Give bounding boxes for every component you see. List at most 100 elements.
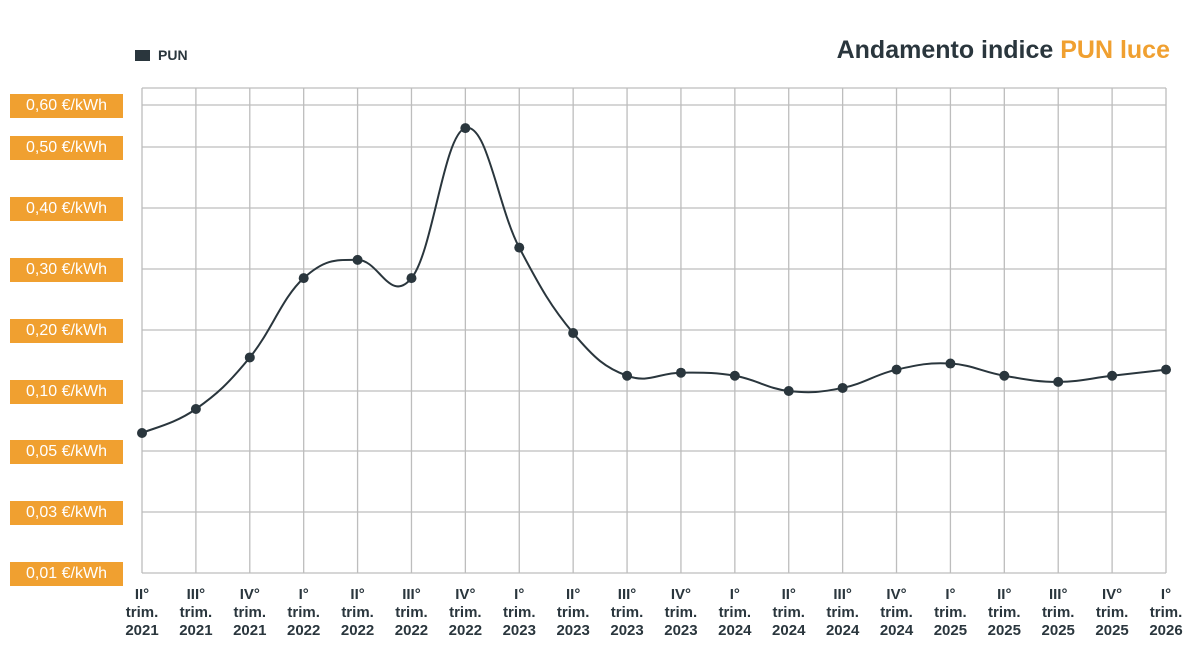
x-tick-label: IV° trim. 2021 <box>220 586 280 640</box>
x-tick-label-line: III° <box>402 586 421 603</box>
x-tick-label-line: 2024 <box>825 622 860 639</box>
x-tick-label-line: 2025 <box>933 622 968 639</box>
x-tick-label-line: IV° <box>455 586 476 603</box>
x-tick-label-line: trim. <box>233 604 267 621</box>
x-tick-label-line: I° <box>945 586 956 603</box>
data-point <box>1053 376 1064 387</box>
x-tick-label-line: 2023 <box>610 622 644 639</box>
x-tick-label: I° trim. 2024 <box>705 586 765 640</box>
x-tick-label-line: 2021 <box>125 622 159 639</box>
data-point <box>1107 370 1118 381</box>
x-tick-label-line: 2023 <box>556 622 590 639</box>
x-tick-label-line: trim. <box>1095 604 1129 621</box>
x-tick-label: I° trim. 2023 <box>489 586 549 640</box>
x-tick-label: I° trim. 2022 <box>274 586 334 640</box>
x-tick-label: III° trim. 2024 <box>813 586 873 640</box>
x-tick-label-line: 2022 <box>340 622 375 639</box>
x-tick-label-line: trim. <box>341 604 374 621</box>
x-tick-label-line: 2023 <box>502 622 536 639</box>
x-tick-label-line: trim. <box>179 604 213 621</box>
data-point <box>352 254 363 265</box>
chart-title: Andamento indice PUN luce <box>837 36 1170 65</box>
x-tick-label: III° trim. 2025 <box>1028 586 1088 640</box>
x-tick-label-line: trim. <box>880 604 913 621</box>
x-tick-label-line: trim. <box>1041 604 1075 621</box>
chart-grid <box>141 87 1167 574</box>
x-tick-label: IV° trim. 2023 <box>651 586 711 640</box>
x-tick-label-line: I° <box>298 586 309 603</box>
data-point <box>729 370 740 381</box>
data-point <box>783 386 794 396</box>
x-tick-label-line: trim. <box>395 604 428 621</box>
x-tick-label-line: I° <box>729 586 740 603</box>
series-line-pun <box>141 127 1167 434</box>
x-tick-label-line: 2025 <box>1041 622 1075 639</box>
x-tick-label-line: 2022 <box>448 622 483 639</box>
x-tick-label: III° trim. 2022 <box>381 586 441 640</box>
x-tick-label-line: 2023 <box>664 622 698 639</box>
x-tick-label-line: IV° <box>1102 586 1123 603</box>
x-tick-label-line: 2021 <box>179 622 213 639</box>
data-point <box>244 352 255 363</box>
legend-swatch-pun <box>135 49 150 61</box>
x-tick-label: I° trim. 2026 <box>1136 586 1196 640</box>
x-tick-label: II° trim. 2025 <box>974 586 1034 640</box>
y-tick-label: 0,60 €/kWh <box>10 94 123 118</box>
x-tick-label: II° trim. 2022 <box>328 586 388 640</box>
x-tick-label-line: trim. <box>125 604 159 621</box>
x-tick-label-line: trim. <box>826 604 859 621</box>
x-tick-label: II° trim. 2024 <box>759 586 819 640</box>
data-point <box>298 273 309 284</box>
data-point <box>945 358 956 369</box>
data-point <box>568 328 579 339</box>
x-tick-label-line: II° <box>997 586 1012 603</box>
x-tick-label-line: trim. <box>449 604 482 621</box>
chart-title-prefix: Andamento indice <box>836 36 1061 64</box>
x-tick-label-line: 2024 <box>879 622 914 639</box>
data-point <box>837 382 848 393</box>
y-tick-label: 0,20 €/kWh <box>10 319 123 343</box>
x-tick-label-line: 2025 <box>1095 622 1129 639</box>
x-tick-label-line: III° <box>833 586 852 603</box>
x-tick-label-line: 2022 <box>286 622 321 639</box>
x-tick-label-line: 2025 <box>987 622 1021 639</box>
data-point <box>1161 364 1171 375</box>
data-point <box>406 273 417 284</box>
x-tick-label-line: trim. <box>610 604 644 621</box>
x-tick-label: III° trim. 2021 <box>166 586 226 640</box>
y-tick-label: 0,30 €/kWh <box>10 258 123 282</box>
x-tick-label-line: trim. <box>718 604 752 621</box>
x-tick-label-line: IV° <box>886 586 907 603</box>
y-tick-label: 0,50 €/kWh <box>10 136 123 160</box>
x-tick-label-line: II° <box>134 586 150 603</box>
y-tick-label: 0,05 €/kWh <box>10 440 123 464</box>
x-tick-label-line: I° <box>514 586 525 603</box>
x-tick-label-line: trim. <box>934 604 967 621</box>
y-tick-label: 0,10 €/kWh <box>10 380 123 404</box>
data-point <box>190 404 201 414</box>
data-point <box>675 367 686 378</box>
x-tick-label: II° trim. 2023 <box>543 586 603 640</box>
x-tick-label: IV° trim. 2024 <box>867 586 927 640</box>
x-tick-label-line: trim. <box>1149 604 1183 621</box>
data-point <box>999 370 1010 381</box>
data-point <box>137 428 147 438</box>
x-tick-label-line: II° <box>565 586 581 603</box>
x-tick-label-line: trim. <box>988 604 1021 621</box>
x-tick-label-line: III° <box>617 586 637 603</box>
x-tick-label-line: III° <box>186 586 206 603</box>
y-tick-label: 0,01 €/kWh <box>10 562 123 586</box>
x-tick-label-line: 2026 <box>1149 622 1183 639</box>
x-tick-label: II° trim. 2021 <box>112 586 172 640</box>
x-tick-label-line: trim. <box>772 604 805 621</box>
x-tick-label: III° trim. 2023 <box>597 586 657 640</box>
x-tick-label: IV° trim. 2022 <box>435 586 495 640</box>
x-tick-label-line: 2024 <box>718 622 752 639</box>
legend: PUN <box>135 47 188 63</box>
x-tick-label-line: 2021 <box>233 622 267 639</box>
series-points <box>137 123 1171 438</box>
x-tick-label-line: II° <box>350 586 365 603</box>
x-tick-label-line: 2022 <box>394 622 429 639</box>
x-tick-label: IV° trim. 2025 <box>1082 586 1142 640</box>
